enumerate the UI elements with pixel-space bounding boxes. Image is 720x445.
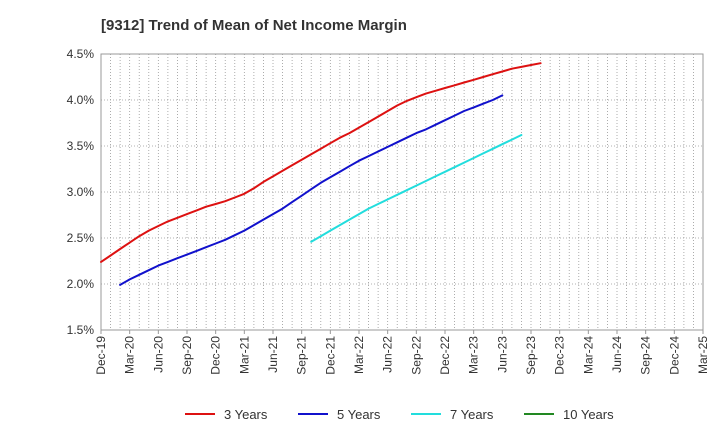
x-tick-label: Mar-23 [467, 336, 481, 374]
x-tick-label: Sep-22 [409, 336, 423, 375]
y-tick-label: 2.5% [67, 231, 95, 245]
x-tick-label: Mar-25 [696, 336, 710, 374]
x-tick-label: Dec-21 [323, 336, 337, 375]
axes: 1.5% 2.0% 2.5% 3.0% 3.5% 4.0% 4.5% Dec-19 Mar-20… [67, 47, 710, 375]
x-tick-label: Jun-22 [381, 336, 395, 373]
x-tick-label: Mar-22 [352, 336, 366, 374]
x-tick-label: Sep-20 [180, 336, 194, 375]
y-tick-label: 3.5% [67, 139, 95, 153]
x-tick-label: Dec-20 [209, 336, 223, 375]
y-tick-label: 3.0% [67, 185, 95, 199]
x-tick-label: Dec-23 [553, 336, 567, 375]
legend-label: 10 Years [563, 407, 614, 422]
x-tick-label: Jun-23 [495, 336, 509, 373]
x-tick-label: Jun-21 [266, 336, 280, 373]
x-tick-label: Jun-20 [151, 336, 165, 373]
x-tick-label: Jun-24 [610, 336, 624, 373]
y-tick-label: 1.5% [67, 323, 95, 337]
x-tick-label: Mar-21 [237, 336, 251, 374]
chart-title: [9312] Trend of Mean of Net Income Margi… [101, 17, 407, 34]
x-tick-label: Mar-24 [581, 336, 595, 374]
legend-label: 7 Years [450, 407, 494, 422]
x-tick-label: Dec-19 [94, 336, 108, 375]
y-tick-label: 2.0% [67, 277, 95, 291]
x-tick-label: Sep-24 [639, 336, 653, 375]
y-tick-label: 4.5% [67, 47, 95, 61]
legend-label: 5 Years [337, 407, 381, 422]
legend: 3 Years 5 Years 7 Years 10 Years [185, 407, 614, 422]
legend-label: 3 Years [224, 407, 268, 422]
y-tick-label: 4.0% [67, 93, 95, 107]
grid-lines [101, 53, 703, 330]
series-line [119, 94, 504, 286]
x-tick-label: Mar-20 [123, 336, 137, 374]
series-line [100, 62, 542, 263]
series-line [310, 134, 523, 243]
x-tick-label: Dec-24 [667, 336, 681, 375]
plot-border [100, 53, 704, 331]
x-tick-label: Dec-22 [438, 336, 452, 375]
x-tick-label: Sep-23 [524, 336, 538, 375]
x-tick-label: Sep-21 [295, 336, 309, 375]
series-lines [100, 62, 542, 286]
